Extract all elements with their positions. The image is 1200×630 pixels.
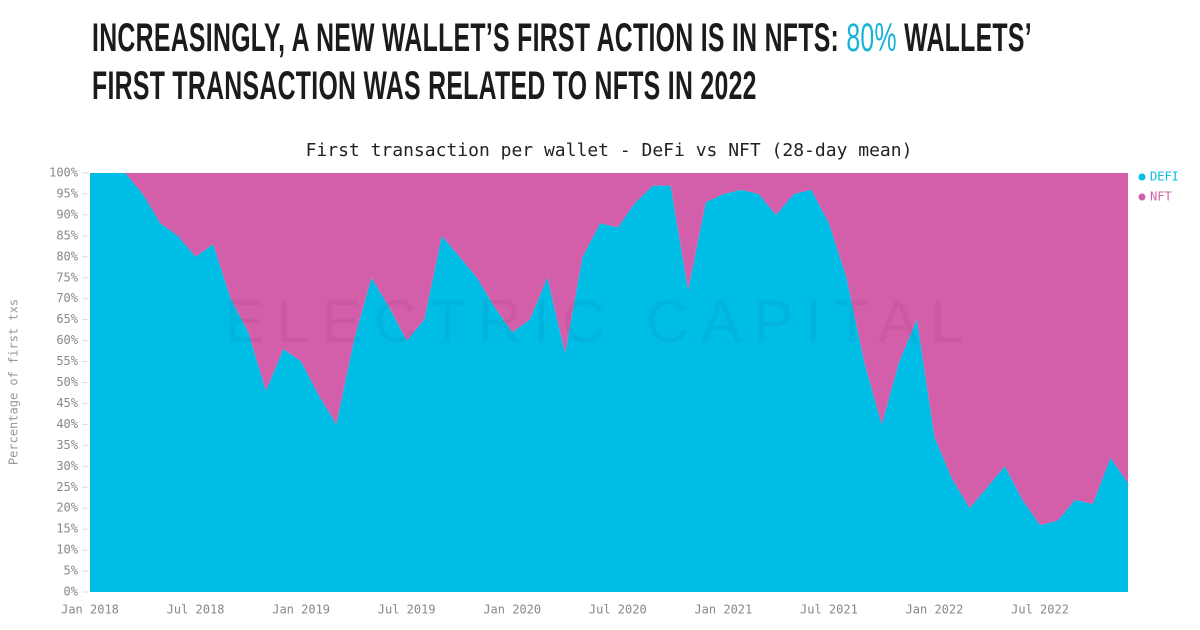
area	[90, 173, 1128, 592]
headline-highlight: 80%	[846, 16, 897, 60]
y-tick-label: 25%	[56, 480, 78, 494]
y-tick-label: 85%	[56, 228, 78, 242]
headline-text: INCREASINGLY, A NEW WALLET’S FIRST ACTIO…	[92, 16, 847, 60]
y-tick-label: 55%	[56, 354, 78, 368]
y-tick-label: 15%	[56, 522, 78, 536]
y-tick-label: 5%	[64, 564, 79, 578]
x-tick-label: Jan 2021	[694, 603, 752, 617]
y-tick-label: 0%	[64, 585, 79, 599]
x-tick-label: Jan 2020	[483, 603, 541, 617]
y-tick-label: 50%	[56, 375, 78, 389]
y-tick-label: 65%	[56, 312, 78, 326]
y-tick-label: 100%	[49, 166, 79, 180]
y-tick-label: 60%	[56, 333, 78, 347]
chart-title: First transaction per wallet - DeFi vs N…	[306, 140, 913, 161]
legend-marker	[1138, 173, 1146, 181]
y-tick-label: 45%	[56, 396, 78, 410]
legend-label: DEFI	[1150, 170, 1179, 184]
headline-text: WALLETS’	[896, 16, 1032, 60]
y-tick-label: 70%	[56, 291, 78, 305]
x-tick-label: Jul 2019	[378, 603, 436, 617]
y-tick-label: 10%	[56, 543, 78, 557]
x-tick-label: Jul 2021	[800, 603, 858, 617]
area	[90, 173, 1128, 525]
headline-line: FIRST TRANSACTION WAS RELATED TO NFTS IN…	[92, 64, 757, 108]
y-tick-label: 95%	[56, 186, 78, 200]
y-axis-label: Percentage of first txs	[7, 299, 21, 465]
legend-marker	[1138, 193, 1146, 201]
x-tick-label: Jan 2019	[272, 603, 330, 617]
x-tick-label: Jul 2022	[1011, 603, 1069, 617]
y-tick-label: 30%	[56, 459, 78, 473]
y-tick-label: 80%	[56, 249, 78, 263]
legend-label: NFT	[1150, 190, 1172, 204]
x-tick-label: Jan 2022	[906, 603, 964, 617]
y-tick-label: 40%	[56, 417, 78, 431]
x-tick-label: Jul 2018	[167, 603, 225, 617]
y-tick-label: 35%	[56, 438, 78, 452]
headline-line: INCREASINGLY, A NEW WALLET’S FIRST ACTIO…	[92, 14, 1084, 62]
x-tick-label: Jul 2020	[589, 603, 647, 617]
y-tick-label: 90%	[56, 207, 78, 221]
watermark: ELECTRIC CAPITAL	[224, 288, 975, 355]
y-tick-label: 20%	[56, 501, 78, 515]
headline: INCREASINGLY, A NEW WALLET’S FIRST ACTIO…	[92, 14, 1084, 110]
x-tick-label: Jan 2018	[61, 603, 119, 617]
y-tick-label: 75%	[56, 270, 78, 284]
